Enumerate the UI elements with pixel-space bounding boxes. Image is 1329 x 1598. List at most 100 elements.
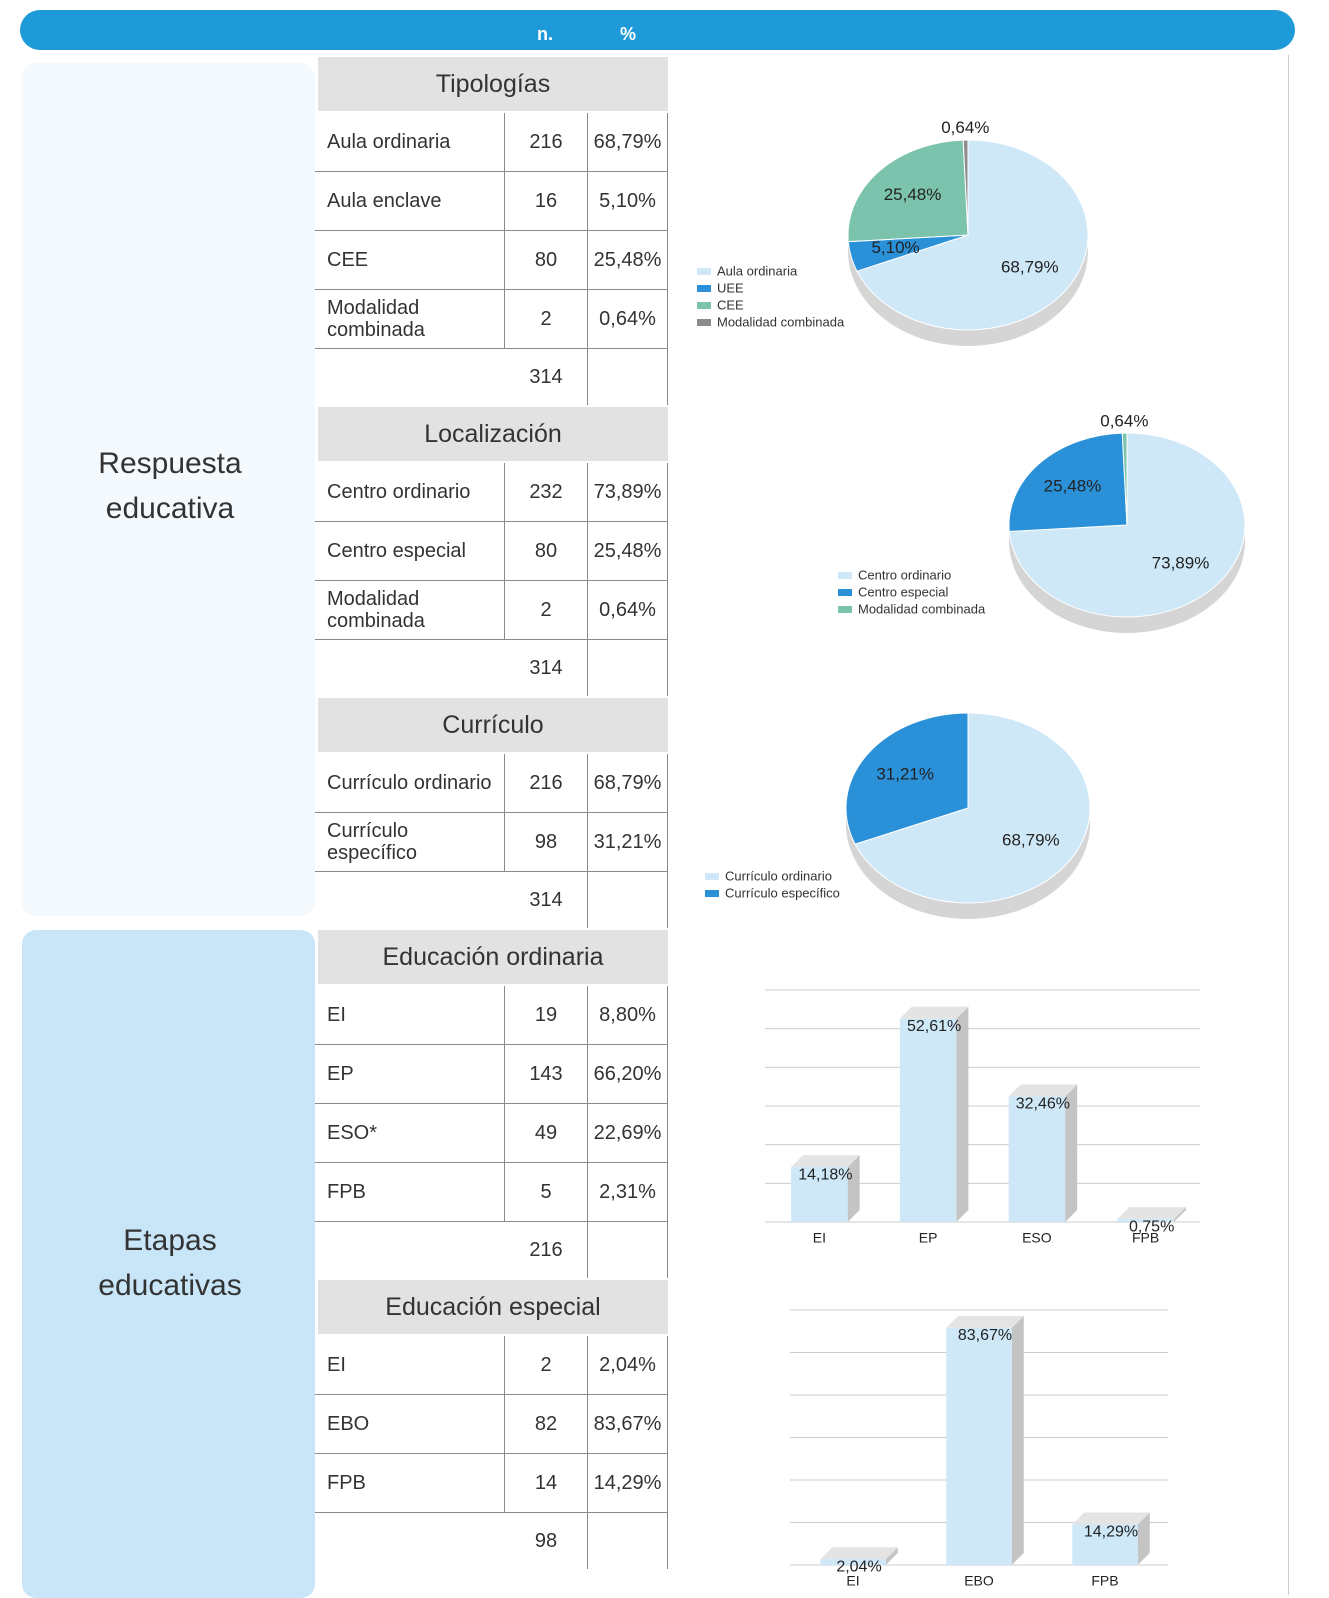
legend-label: Centro especial [858, 584, 948, 599]
pie-slice [1121, 432, 1128, 526]
bar [1008, 1096, 1066, 1222]
header-pct: % [619, 24, 636, 44]
pie-slice [1008, 432, 1128, 532]
legend-label: UEE [717, 280, 744, 295]
bar-label: 32,46% [1016, 1096, 1070, 1113]
legend-swatch [705, 890, 719, 897]
table-total: 216 [505, 1222, 588, 1278]
bar-side [847, 1155, 860, 1222]
x-tick-label: FPB [1091, 1573, 1118, 1589]
table-label: Centro ordinario [315, 463, 505, 522]
pie-label: 5,10% [871, 238, 919, 257]
table-number: 49 [505, 1104, 588, 1163]
bar-side [1065, 1084, 1078, 1222]
table-total: 314 [505, 349, 588, 405]
bar-label: 0,75% [1129, 1218, 1174, 1235]
section-label: Respuesta educativa [98, 446, 242, 525]
table-number: 2 [505, 581, 588, 640]
legend-swatch [705, 873, 719, 880]
bar-top [1117, 1207, 1186, 1220]
legend-label: Modalidad combinada [717, 314, 845, 329]
pie-label: 68,79% [1001, 257, 1059, 276]
x-tick-label: EP [919, 1230, 938, 1246]
legend-label: Currículo ordinario [725, 868, 832, 883]
legend-swatch [697, 319, 711, 326]
table-number: 68,79% [588, 754, 668, 813]
table-number: 216 [505, 754, 588, 813]
table-number: 25,48% [588, 231, 668, 290]
bar-label: 14,29% [1084, 1524, 1138, 1541]
section-panel [22, 63, 315, 916]
table-line [667, 640, 668, 696]
x-tick-label: FPB [1132, 1230, 1159, 1246]
legend-swatch [697, 268, 711, 275]
table-number: 14 [505, 1454, 588, 1513]
table-number: 0,64% [588, 581, 668, 640]
table-number: 25,48% [588, 522, 668, 581]
bar [946, 1327, 1012, 1565]
table-line [667, 349, 668, 405]
table-label: Modalidad combinada [315, 581, 505, 640]
pie-label: 25,48% [1044, 476, 1102, 495]
table-number: 2 [505, 290, 588, 349]
table-total: 314 [505, 640, 588, 696]
table-line [667, 872, 668, 928]
pie-label: 31,21% [876, 765, 934, 784]
bar-side [1173, 1207, 1186, 1222]
pie-slice [847, 139, 969, 243]
table-number: 22,69% [588, 1104, 668, 1163]
table-number: 80 [505, 231, 588, 290]
legend-swatch [838, 589, 852, 596]
table-number: 8,80% [588, 986, 668, 1045]
table-number: 14,29% [588, 1454, 668, 1513]
table-number: 83,67% [588, 1395, 668, 1454]
table-number: 216 [505, 113, 588, 172]
table-label: Centro especial [315, 522, 505, 581]
table-number: 19 [505, 986, 588, 1045]
bar-top [1008, 1084, 1078, 1097]
x-tick-label: ESO [1022, 1230, 1052, 1246]
table-total: 314 [505, 872, 588, 928]
pie-label: 73,89% [1152, 553, 1210, 572]
legend-label: Currículo específico [725, 885, 840, 900]
group-title: Educación especial [318, 1280, 668, 1334]
x-tick-label: EI [846, 1573, 859, 1589]
table-number: 31,21% [588, 813, 668, 872]
pie-slice [854, 712, 1091, 904]
table-number: 73,89% [588, 463, 668, 522]
table-label: FPB [315, 1454, 505, 1513]
bar-side [956, 1006, 969, 1222]
x-tick-label: EBO [964, 1573, 994, 1589]
bar-label: 14,18% [798, 1166, 852, 1183]
table-label: Aula enclave [315, 172, 505, 231]
header-n: n. [537, 24, 553, 44]
table-total: 98 [505, 1513, 588, 1569]
table-label: EBO [315, 1395, 505, 1454]
table-number: 2,04% [588, 1336, 668, 1395]
pie-label: 68,79% [1002, 830, 1060, 849]
bar [1072, 1524, 1138, 1565]
table-number: 232 [505, 463, 588, 522]
section-panel [22, 930, 315, 1598]
table-label: Currículo específico [315, 813, 505, 872]
table-label: Modalidad combinada [315, 290, 505, 349]
bar-top [820, 1547, 898, 1560]
table-label: CEE [315, 231, 505, 290]
legend-label: Aula ordinaria [717, 263, 798, 278]
table-number: 16 [505, 172, 588, 231]
x-tick-label: EI [813, 1230, 826, 1246]
table-label: EI [315, 986, 505, 1045]
legend-swatch [697, 285, 711, 292]
legend-label: CEE [717, 297, 744, 312]
group-title: Tipologías [318, 57, 668, 111]
table-number: 5 [505, 1163, 588, 1222]
bar [1117, 1219, 1174, 1222]
table-number: 98 [505, 813, 588, 872]
bar-side [885, 1547, 898, 1565]
section-label: Etapas educativas [98, 1224, 242, 1302]
table-label: Aula ordinaria [315, 113, 505, 172]
bar-label: 83,67% [958, 1327, 1012, 1344]
group-title: Localización [318, 407, 668, 461]
